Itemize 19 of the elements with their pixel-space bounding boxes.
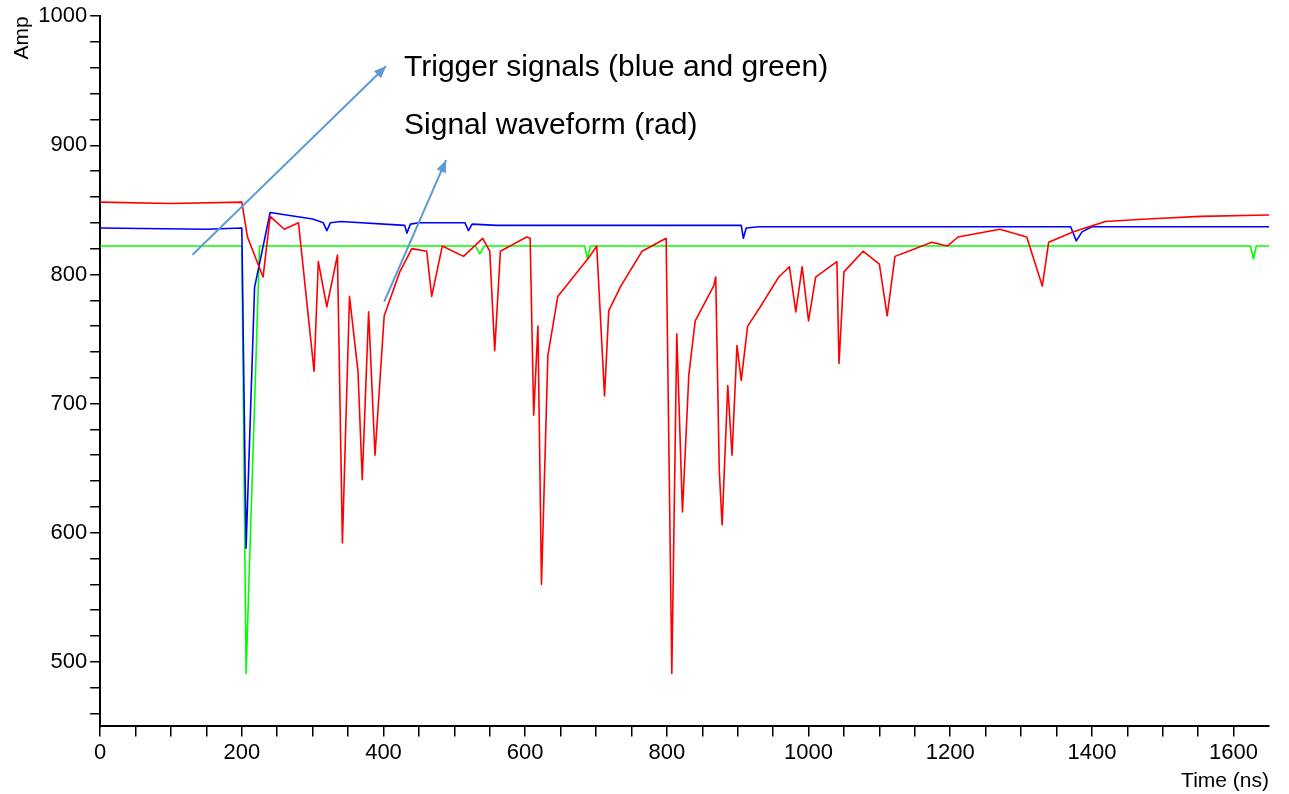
x-tick-label: 0 [94,738,107,764]
y-tick-label: 600 [50,518,88,544]
x-tick-label: 1400 [1067,738,1117,764]
x-tick-label: 1000 [784,738,834,764]
y-tick-label: 900 [50,131,88,157]
y-tick-label: 700 [50,389,88,415]
y-axis-title: Amp [9,16,33,60]
x-tick-label: 600 [506,738,544,764]
y-tick-label: 1000 [38,2,88,28]
y-tick-label: 500 [50,647,88,673]
annotation: Trigger signals (blue and green) [404,49,829,83]
y-tick-label: 800 [50,260,88,286]
x-tick-label: 200 [223,738,261,764]
x-axis-title: Time (ns) [1181,768,1269,792]
x-tick-label: 1200 [925,738,975,764]
x-tick-label: 1600 [1209,738,1259,764]
annotation: Signal waveform (rad) [404,107,698,141]
x-tick-label: 400 [365,738,402,764]
x-tick-label: 800 [648,738,686,764]
